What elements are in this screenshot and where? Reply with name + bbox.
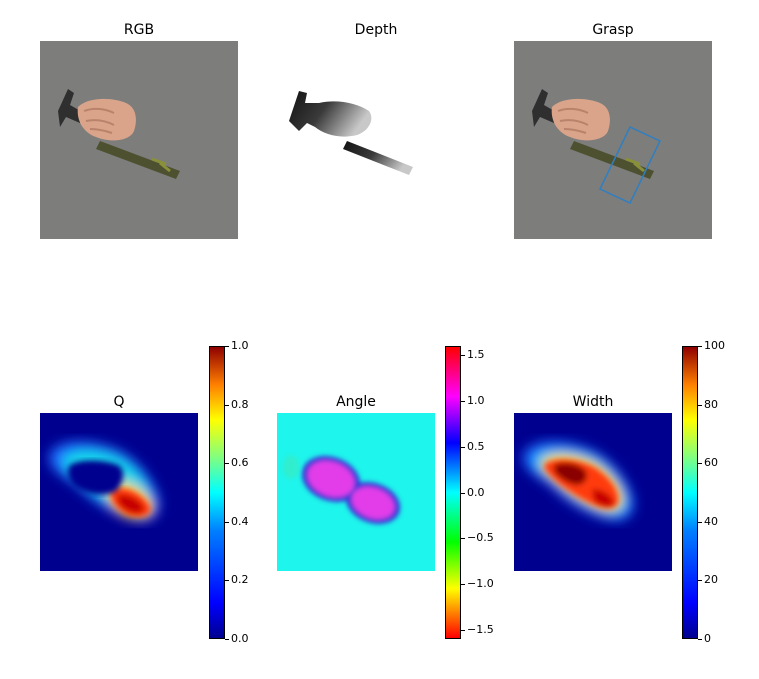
q-colorbar xyxy=(209,346,225,639)
q-colorbar-tick-mark xyxy=(225,522,229,523)
q-colorbar-tick-mark xyxy=(225,580,229,581)
width-heatmap xyxy=(514,413,672,571)
q-title: Q xyxy=(113,394,125,410)
rgb-title: RGB xyxy=(123,22,155,38)
width-colorbar-tick-label: 40 xyxy=(704,515,718,528)
width-colorbar-tick-label: 60 xyxy=(704,456,718,469)
angle-colorbar-tick-label: −1.0 xyxy=(467,577,494,590)
width-colorbar-tick-label: 0 xyxy=(704,632,711,645)
q-colorbar-tick-mark xyxy=(225,405,229,406)
width-colorbar-tick-label: 20 xyxy=(704,573,718,586)
width-colorbar-tick-mark xyxy=(698,580,702,581)
width-title: Width xyxy=(572,394,614,410)
q-colorbar-tick-label: 1.0 xyxy=(231,339,249,352)
q-heatmap xyxy=(40,413,198,571)
angle-colorbar-tick-mark xyxy=(461,447,465,448)
grasp-image xyxy=(514,41,712,239)
angle-colorbar-tick-label: −1.5 xyxy=(467,623,494,636)
depth-title: Depth xyxy=(354,22,398,38)
grasp-title: Grasp xyxy=(592,22,634,38)
angle-colorbar-tick-mark xyxy=(461,493,465,494)
q-colorbar-tick-mark xyxy=(225,346,229,347)
angle-title: Angle xyxy=(336,394,376,410)
angle-colorbar-tick-label: 0.0 xyxy=(467,486,485,499)
depth-image xyxy=(277,41,475,239)
width-colorbar-tick-mark xyxy=(698,522,702,523)
width-colorbar-tick-label: 100 xyxy=(704,339,725,352)
q-colorbar-tick-label: 0.2 xyxy=(231,573,249,586)
angle-colorbar-tick-mark xyxy=(461,630,465,631)
angle-heatmap xyxy=(277,413,435,571)
hammer-illustration xyxy=(58,89,180,179)
angle-colorbar-tick-mark xyxy=(461,584,465,585)
rgb-image xyxy=(40,41,238,239)
q-colorbar-tick-mark xyxy=(225,463,229,464)
width-colorbar-tick-mark xyxy=(698,639,702,640)
hammer-illustration xyxy=(532,89,654,179)
q-colorbar-tick-label: 0.6 xyxy=(231,456,249,469)
angle-colorbar-tick-label: −0.5 xyxy=(467,531,494,544)
angle-colorbar-tick-mark xyxy=(461,538,465,539)
width-colorbar-tick-label: 80 xyxy=(704,398,718,411)
width-colorbar xyxy=(682,346,698,639)
q-colorbar-tick-label: 0.8 xyxy=(231,398,249,411)
angle-colorbar-tick-label: 1.5 xyxy=(467,348,485,361)
angle-colorbar-tick-label: 1.0 xyxy=(467,394,485,407)
width-colorbar-tick-mark xyxy=(698,405,702,406)
q-colorbar-tick-mark xyxy=(225,639,229,640)
q-colorbar-tick-label: 0.0 xyxy=(231,632,249,645)
q-colorbar-tick-label: 0.4 xyxy=(231,515,249,528)
angle-colorbar-tick-mark xyxy=(461,355,465,356)
angle-colorbar xyxy=(445,346,461,639)
width-colorbar-tick-mark xyxy=(698,346,702,347)
grasp-rectangle xyxy=(598,126,662,204)
angle-colorbar-tick-mark xyxy=(461,401,465,402)
width-colorbar-tick-mark xyxy=(698,463,702,464)
angle-colorbar-tick-label: 0.5 xyxy=(467,440,485,453)
